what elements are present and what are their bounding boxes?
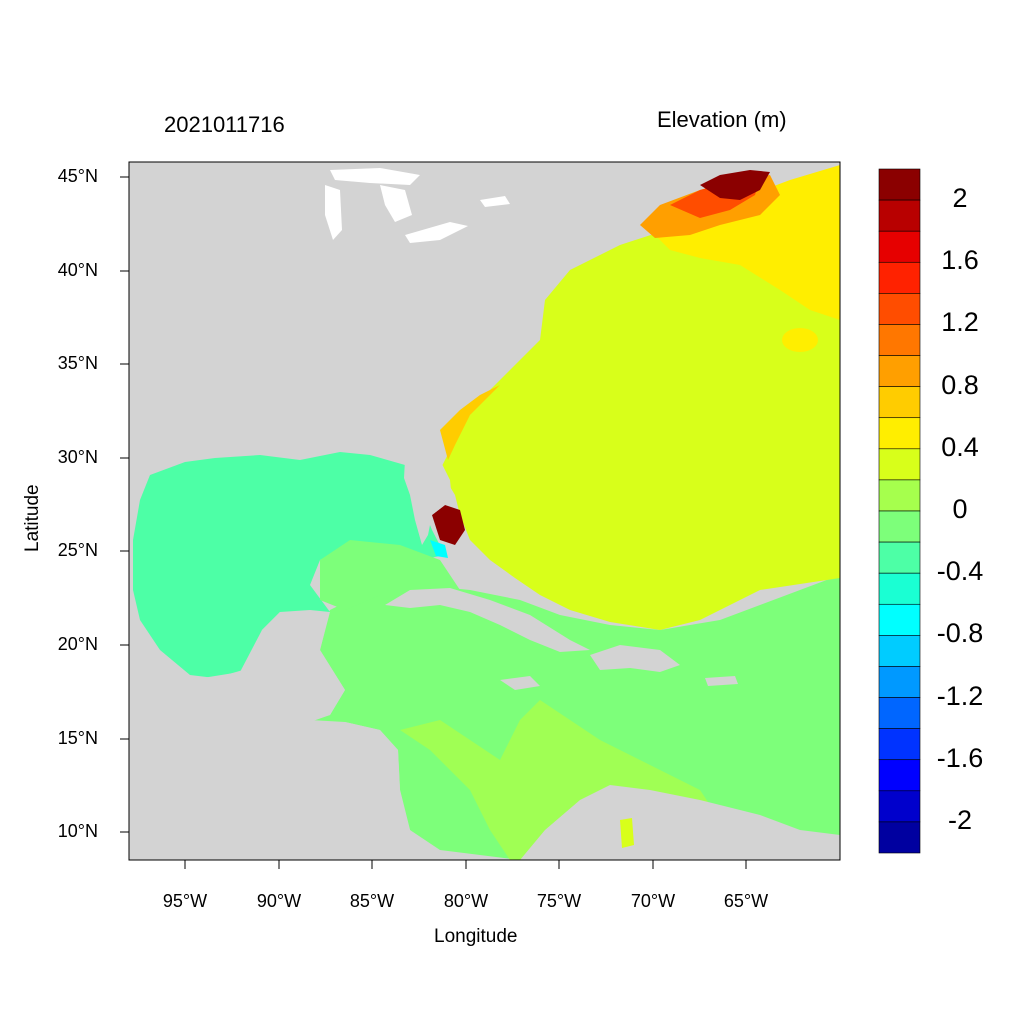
lake-superior (330, 168, 420, 185)
colorbar-swatch (878, 293, 921, 325)
colorbar-swatch (878, 230, 921, 263)
atlantic-ocean (440, 225, 840, 630)
colorbar-swatch (878, 448, 921, 481)
colorbar-swatch (878, 355, 921, 387)
lat-tick-label: 15°N (57, 728, 98, 748)
colorbar (878, 168, 921, 854)
colorbar-label: 0.8 (941, 369, 979, 400)
south-florida-surge (432, 505, 465, 545)
colorbar-label: 1.6 (941, 245, 979, 276)
lat-tick-label: 20°N (57, 634, 98, 654)
caribbean-sea (310, 575, 840, 860)
colorbar-swatch (878, 697, 921, 729)
lake-maracaibo (620, 818, 634, 848)
lat-tick-label: 30°N (57, 447, 98, 467)
lake-ontario (480, 196, 510, 207)
colorbar-swatch (878, 759, 921, 792)
colorbar-swatch (878, 541, 921, 574)
colorbar-swatch (878, 821, 921, 854)
colorbar-swatch (878, 790, 921, 823)
colorbar-label: -0.8 (936, 618, 984, 649)
colorbar-swatch (878, 635, 921, 667)
lon-tick-label: 85°W (349, 891, 395, 911)
hispaniola (590, 645, 680, 672)
x-axis-label: Longitude (434, 926, 518, 947)
colorbar-swatch (878, 666, 921, 698)
colorbar-swatch (878, 479, 921, 512)
northeast-atlantic (650, 165, 840, 320)
yellow-eddy (782, 328, 818, 352)
colorbar-swatch (878, 572, 921, 605)
lon-tick-label: 75°W (536, 891, 582, 911)
map-frame (128, 161, 841, 861)
lat-tick-label: 35°N (57, 353, 98, 373)
central-america (129, 612, 440, 860)
lat-tick-label: 40°N (57, 260, 98, 280)
colorbar-label: 0.4 (941, 431, 979, 462)
colorbar-swatch (878, 324, 921, 356)
southeast-coast-surge (440, 385, 500, 460)
lake-michigan (325, 185, 342, 240)
lat-tick-label: 25°N (57, 540, 98, 560)
lake-huron (380, 185, 412, 222)
lon-tick-label: 90°W (256, 891, 302, 911)
axis-ticks (120, 176, 747, 869)
colorbar-label: 1.2 (941, 307, 979, 338)
lake-erie (405, 222, 468, 243)
lat-tick-label: 10°N (57, 821, 98, 841)
y-axis-label: Latitude (22, 484, 43, 552)
date-title: 2021011716 (164, 112, 285, 137)
lat-tick-label: 45°N (57, 166, 98, 186)
colorbar-swatch (878, 261, 921, 294)
map-panel (129, 162, 840, 860)
lon-tick-label: 95°W (162, 891, 208, 911)
lon-tick-label: 80°W (443, 891, 489, 911)
florida-peninsula (404, 455, 452, 545)
puerto-rico (705, 676, 738, 686)
south-america (520, 785, 840, 860)
jamaica (500, 676, 540, 690)
colorbar-swatch (878, 199, 921, 232)
colorbar-label: 2 (952, 183, 968, 214)
cuba (385, 588, 590, 652)
colorbar-swatch (878, 510, 921, 543)
colorbar-label: -1.2 (936, 680, 984, 711)
colorbar-swatch (878, 728, 921, 761)
colorbar-swatch (878, 417, 921, 450)
lon-tick-label: 70°W (630, 891, 676, 911)
variable-title: Elevation (m) (657, 107, 787, 132)
colorbar-swatch (878, 386, 921, 419)
gulf-of-mexico (133, 452, 445, 678)
colorbar-swatch (878, 168, 921, 201)
colorbar-swatch (878, 603, 921, 636)
florida-keys-low (430, 540, 448, 558)
colorbar-label: 0 (952, 494, 968, 524)
colorbar-label: -2 (947, 804, 972, 835)
colorbar-label: -0.4 (936, 556, 984, 587)
colorbar-label: -1.6 (936, 742, 984, 773)
lon-tick-label: 65°W (723, 891, 769, 911)
gulf-of-maine-surge-inner (700, 170, 770, 200)
